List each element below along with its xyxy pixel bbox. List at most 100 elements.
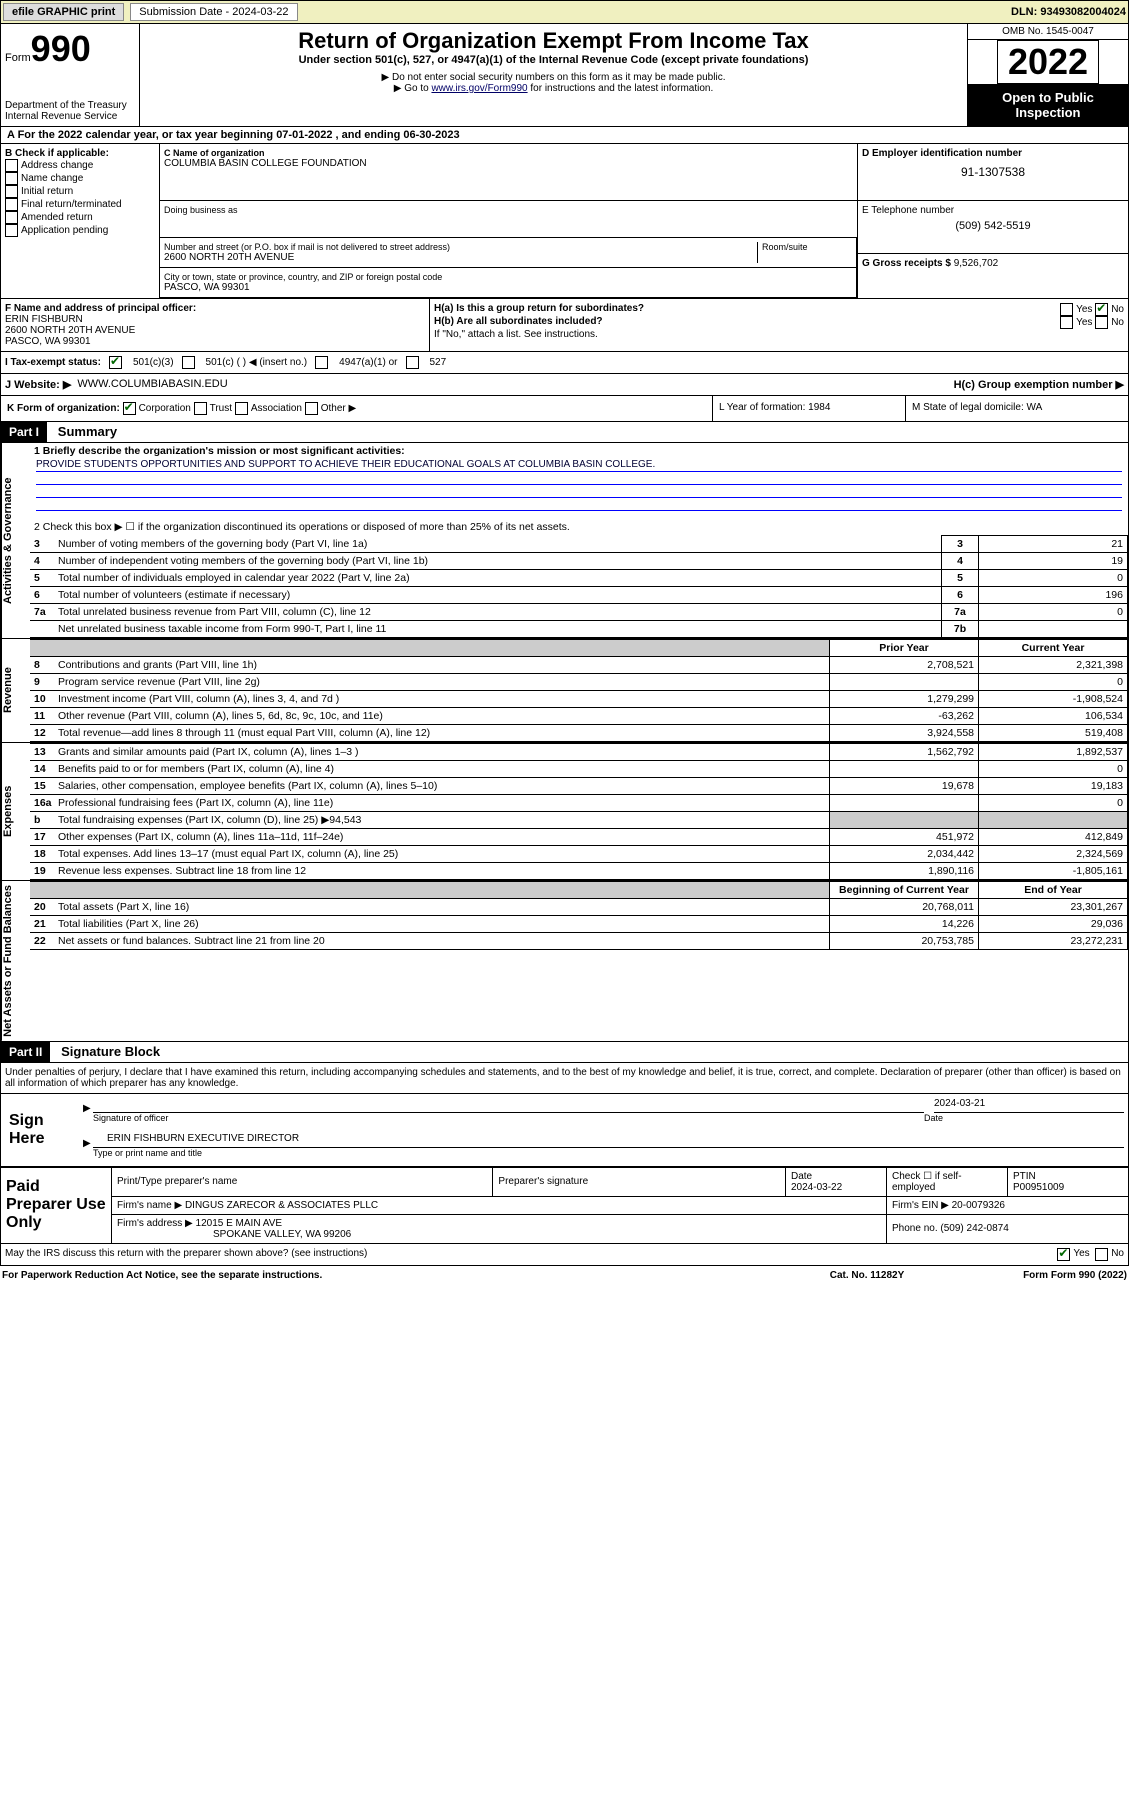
paid-preparer-label: Paid Preparer Use Only — [1, 1167, 112, 1243]
section-fh: F Name and address of principal officer:… — [0, 299, 1129, 352]
l-year-formation: L Year of formation: 1984 — [713, 396, 906, 421]
governance-table: 3Number of voting members of the governi… — [30, 535, 1128, 638]
mission-blank-2 — [36, 485, 1122, 498]
row-j-website: J Website: ▶ WWW.COLUMBIABASIN.EDU H(c) … — [0, 374, 1129, 396]
lbl-name-change: Name change — [21, 173, 83, 184]
phone-value: (509) 542-5519 — [862, 220, 1124, 232]
officer-signature-line[interactable]: ▶ — [93, 1098, 924, 1113]
ein-label: D Employer identification number — [862, 148, 1124, 159]
ptin-value: P00951009 — [1013, 1182, 1064, 1193]
cb-501c3[interactable] — [109, 356, 122, 369]
section-expenses: Expenses 13Grants and similar amounts pa… — [0, 743, 1129, 881]
firm-addr-label: Firm's address ▶ — [117, 1218, 193, 1229]
cb-hb-no[interactable] — [1095, 316, 1108, 329]
submission-date: Submission Date - 2024-03-22 — [130, 3, 297, 21]
lbl-final-return: Final return/terminated — [21, 199, 122, 210]
footer-cat: Cat. No. 11282Y — [767, 1270, 967, 1281]
footer-form-no: Form 990 (2022) — [1051, 1270, 1127, 1281]
form-title: Return of Organization Exempt From Incom… — [148, 28, 959, 54]
efile-print-button[interactable]: efile GRAPHIC print — [3, 3, 124, 21]
lbl-4947: 4947(a)(1) or — [339, 357, 397, 368]
hb-note: If "No," attach a list. See instructions… — [434, 329, 1124, 340]
footer-pra: For Paperwork Reduction Act Notice, see … — [2, 1270, 767, 1281]
cb-corp[interactable] — [123, 402, 136, 415]
sign-date-label: Date — [924, 1113, 1124, 1123]
row-a-text: A For the 2022 calendar year, or tax yea… — [7, 129, 460, 141]
mission-label: 1 Briefly describe the organization's mi… — [34, 445, 405, 457]
dln: DLN: 93493082004024 — [1011, 6, 1126, 18]
part2-title: Signature Block — [53, 1041, 168, 1062]
may-discuss-text: May the IRS discuss this return with the… — [5, 1248, 1057, 1261]
revenue-table: Prior YearCurrent Year8Contributions and… — [30, 639, 1128, 742]
cb-name-change[interactable] — [5, 172, 18, 185]
prep-date: 2024-03-22 — [791, 1182, 842, 1193]
irs-link[interactable]: www.irs.gov/Form990 — [431, 83, 527, 94]
form-header: Form990 Department of the Treasury Inter… — [0, 24, 1129, 127]
prep-date-label: Date — [791, 1171, 812, 1182]
hb-label: H(b) Are all subordinates included? — [434, 316, 603, 327]
cb-address-change[interactable] — [5, 159, 18, 172]
sidelabel-net-assets: Net Assets or Fund Balances — [1, 881, 30, 1041]
sign-here-label: Sign Here — [5, 1098, 83, 1162]
form-number: 990 — [31, 28, 91, 69]
firm-phone-label: Phone no. — [892, 1223, 938, 1234]
lbl-may-no: No — [1111, 1248, 1124, 1261]
firm-phone: (509) 242-0874 — [940, 1223, 1008, 1234]
cb-trust[interactable] — [194, 402, 207, 415]
dept-treasury: Department of the Treasury — [5, 100, 135, 111]
col-c: C Name of organization COLUMBIA BASIN CO… — [160, 144, 857, 298]
cb-ha-yes[interactable] — [1060, 303, 1073, 316]
mission-blank-1 — [36, 472, 1122, 485]
part1-title: Summary — [50, 421, 125, 442]
cb-may-no[interactable] — [1095, 1248, 1108, 1261]
section-net-assets: Net Assets or Fund Balances Beginning of… — [0, 881, 1129, 1042]
cb-501c[interactable] — [182, 356, 195, 369]
cb-ha-no[interactable] — [1095, 303, 1108, 316]
lbl-may-yes: Yes — [1073, 1248, 1089, 1261]
lbl-hb-no: No — [1111, 317, 1124, 328]
form-subtitle: Under section 501(c), 527, or 4947(a)(1)… — [148, 54, 959, 66]
row-i-tax-status: I Tax-exempt status: 501(c)(3) 501(c) ( … — [0, 352, 1129, 374]
cb-amended[interactable] — [5, 211, 18, 224]
cb-other[interactable] — [305, 402, 318, 415]
section-revenue: Revenue Prior YearCurrent Year8Contribut… — [0, 639, 1129, 743]
officer-name-label: Type or print name and title — [93, 1148, 1124, 1158]
cb-final-return[interactable] — [5, 198, 18, 211]
prep-selfemp-label: Check ☐ if self-employed — [887, 1167, 1008, 1196]
cb-4947[interactable] — [315, 356, 328, 369]
prep-name-label: Print/Type preparer's name — [112, 1167, 493, 1196]
part2-badge: Part II — [1, 1042, 50, 1062]
dba-label: Doing business as — [164, 205, 853, 215]
gross-label: G Gross receipts $ — [862, 258, 951, 269]
sidelabel-revenue: Revenue — [1, 639, 30, 742]
officer-name: ERIN FISHBURN — [5, 314, 425, 325]
org-name-label: C Name of organization — [164, 148, 853, 158]
lbl-ha-yes: Yes — [1076, 304, 1092, 315]
lbl-hb-yes: Yes — [1076, 317, 1092, 328]
ein-value: 91-1307538 — [862, 165, 1124, 179]
section-activities-governance: Activities & Governance 1 Briefly descri… — [0, 443, 1129, 639]
hc-label: H(c) Group exemption number ▶ — [954, 379, 1124, 391]
irs-label: Internal Revenue Service — [5, 111, 135, 122]
cb-hb-yes[interactable] — [1060, 316, 1073, 329]
officer-addr2: PASCO, WA 99301 — [5, 336, 425, 347]
footer-form: Form Form 990 (2022) — [967, 1270, 1127, 1281]
section-bcd: B Check if applicable: Address change Na… — [0, 144, 1129, 299]
cb-app-pending[interactable] — [5, 224, 18, 237]
firm-ein-label: Firm's EIN ▶ — [892, 1200, 949, 1211]
paid-preparer-table: Paid Preparer Use Only Print/Type prepar… — [0, 1167, 1129, 1244]
cb-may-yes[interactable] — [1057, 1248, 1070, 1261]
col-b-header: B Check if applicable: — [5, 148, 155, 159]
expenses-table: 13Grants and similar amounts paid (Part … — [30, 743, 1128, 880]
prep-sig-label: Preparer's signature — [493, 1167, 786, 1196]
street-label: Number and street (or P.O. box if mail i… — [164, 242, 757, 252]
org-name: COLUMBIA BASIN COLLEGE FOUNDATION — [164, 158, 853, 169]
cb-assoc[interactable] — [235, 402, 248, 415]
lbl-501c3: 501(c)(3) — [133, 357, 174, 368]
note-goto-pre: ▶ Go to — [394, 83, 432, 94]
row-a-tax-year: A For the 2022 calendar year, or tax yea… — [0, 127, 1129, 144]
cb-527[interactable] — [406, 356, 419, 369]
cb-initial-return[interactable] — [5, 185, 18, 198]
website-label: J Website: ▶ — [5, 378, 71, 391]
note-ssn: ▶ Do not enter social security numbers o… — [148, 72, 959, 83]
